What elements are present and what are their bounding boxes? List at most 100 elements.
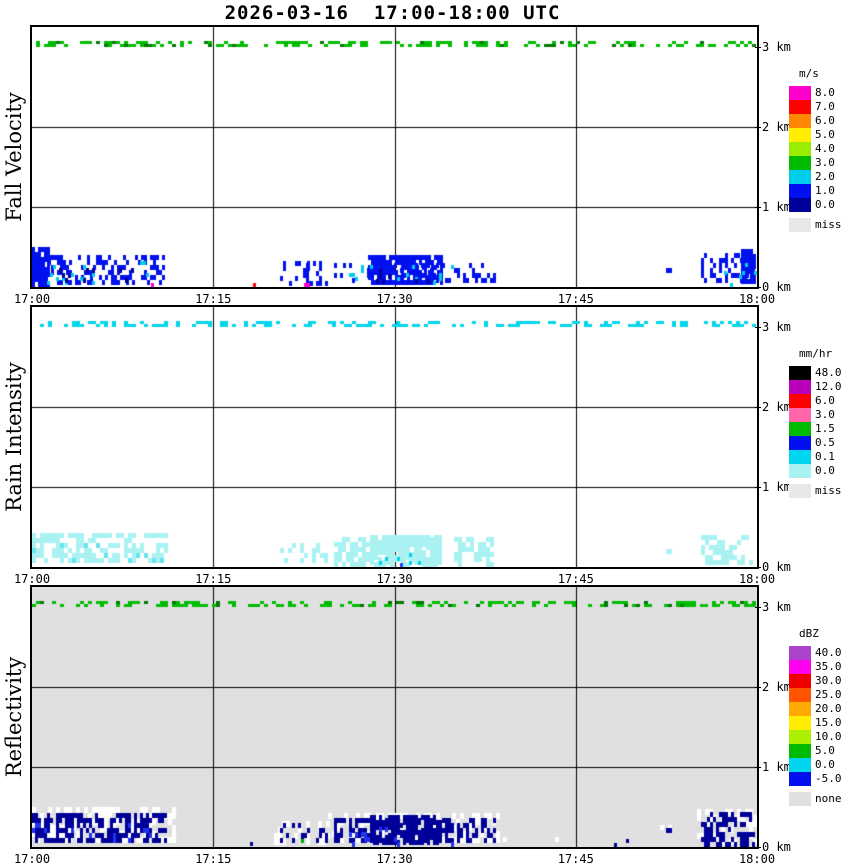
legend-swatch — [789, 408, 811, 422]
legend-value-label: 5.0 — [815, 128, 835, 141]
legend-entry: 10.0 — [789, 730, 842, 744]
legend-value-label: 0.0 — [815, 198, 835, 211]
legend-entry: 15.0 — [789, 716, 842, 730]
time-tick-label: 18:00 — [738, 852, 776, 866]
color-legend: m/s 8.0 7.0 6.0 5.0 4.0 3.0 2.0 1.0 0.0 miss — [789, 67, 842, 232]
height-tick-mark — [755, 207, 761, 208]
height-tick-label: 3 km — [762, 320, 791, 334]
height-tick-mark — [755, 47, 761, 48]
legend-value-label: 0.5 — [815, 436, 835, 449]
legend-value-label: 6.0 — [815, 394, 835, 407]
legend-value-label: 0.1 — [815, 450, 835, 463]
legend-swatch — [789, 170, 811, 184]
time-tick-label: 17:15 — [195, 572, 232, 586]
legend-entry: 0.0 — [789, 198, 842, 212]
height-tick-label: 1 km — [762, 760, 791, 774]
legend-entry: 1.0 — [789, 184, 842, 198]
height-tick-label: 3 km — [762, 40, 791, 54]
legend-value-label: 35.0 — [815, 660, 842, 673]
legend-missing-entry: miss — [789, 484, 842, 498]
legend-value-label: 3.0 — [815, 408, 835, 421]
height-axis-labels: 3 km 2 km 1 km 0 km — [755, 25, 817, 294]
height-tick-label: 3 km — [762, 600, 791, 614]
height-tick-mark — [755, 567, 761, 568]
y-axis-label: Fall Velocity — [2, 92, 26, 222]
legend-entry: 5.0 — [789, 744, 842, 758]
legend-entry: 4.0 — [789, 142, 842, 156]
height-tick-mark — [755, 847, 761, 848]
legend-entry: 8.0 — [789, 86, 842, 100]
height-tick-label: 2 km — [762, 400, 791, 414]
height-tick-mark — [755, 127, 761, 128]
legend-swatch — [789, 366, 811, 380]
figure-title: 2026-03-16 17:00-18:00 UTC — [224, 2, 561, 24]
legend-entry: 12.0 — [789, 380, 842, 394]
legend-swatch — [789, 772, 811, 786]
height-tick-label: 1 km — [762, 480, 791, 494]
legend-value-label: 10.0 — [815, 730, 842, 743]
y-axis-label-container: Rain Intensity — [0, 305, 28, 569]
legend-missing-entry: miss — [789, 218, 842, 232]
time-axis-labels: 17:00 17:15 17:30 17:45 18:00 — [0, 292, 850, 306]
legend-value-label: 25.0 — [815, 688, 842, 701]
legend-swatch — [789, 114, 811, 128]
legend-swatch — [789, 422, 811, 436]
y-axis-label: Reflectivity — [2, 656, 27, 778]
time-tick-label: 17:15 — [195, 292, 232, 306]
time-tick-label: 18:00 — [738, 572, 776, 586]
height-tick-mark — [755, 767, 761, 768]
legend-unit-label: mm/hr — [799, 347, 833, 360]
legend-value-label: 40.0 — [815, 646, 842, 659]
y-axis-label-container: Reflectivity — [0, 585, 28, 849]
time-tick-label: 17:45 — [557, 572, 594, 586]
color-legend: dBZ 40.0 35.0 30.0 25.0 20.0 15.0 10.0 5.0 0.0 -5… — [789, 627, 842, 806]
legend-entry: 0.5 — [789, 436, 842, 450]
legend-entries: 48.0 12.0 6.0 3.0 1.5 0.5 0.1 0.0 — [789, 366, 842, 478]
legend-entry: 3.0 — [789, 408, 842, 422]
legend-missing-swatch — [789, 484, 811, 498]
height-tick-label: 1 km — [762, 200, 791, 214]
legend-swatch — [789, 184, 811, 198]
y-axis-label: Rain Intensity — [2, 362, 26, 512]
heatmap-canvas — [32, 307, 757, 567]
legend-swatch — [789, 646, 811, 660]
legend-swatch — [789, 100, 811, 114]
legend-value-label: 0.0 — [815, 758, 835, 771]
legend-entry: 7.0 — [789, 100, 842, 114]
legend-value-label: 3.0 — [815, 156, 835, 169]
y-axis-label-container: Fall Velocity — [0, 25, 28, 289]
legend-missing-swatch — [789, 792, 811, 806]
panel-reflectivity: Reflectivity 3 km 2 km 1 km 0 km 17:00 17:15… — [0, 585, 850, 866]
height-tick-mark — [755, 487, 761, 488]
legend-missing-swatch — [789, 218, 811, 232]
height-tick-label: 0 km — [762, 840, 791, 854]
height-tick-mark — [755, 607, 761, 608]
legend-entry: 6.0 — [789, 114, 842, 128]
panel-rain-intensity: Rain Intensity 3 km 2 km 1 km 0 km 17:00 17:… — [0, 305, 850, 586]
color-legend: mm/hr 48.0 12.0 6.0 3.0 1.5 0.5 0.1 0.0 miss — [789, 347, 842, 498]
legend-value-label: 8.0 — [815, 86, 835, 99]
plot-area — [30, 585, 759, 849]
legend-swatch — [789, 198, 811, 212]
legend-swatch — [789, 142, 811, 156]
legend-swatch — [789, 436, 811, 450]
height-tick-label: 0 km — [762, 560, 791, 574]
legend-swatch — [789, 464, 811, 478]
time-tick-label: 17:15 — [195, 852, 232, 866]
height-tick-mark — [755, 327, 761, 328]
legend-entry: 1.5 — [789, 422, 842, 436]
legend-entry: 0.0 — [789, 758, 842, 772]
legend-value-label: -5.0 — [815, 772, 842, 785]
legend-value-label: 2.0 — [815, 170, 835, 183]
height-axis-labels: 3 km 2 km 1 km 0 km — [755, 585, 817, 854]
heatmap-canvas — [32, 587, 757, 847]
legend-swatch — [789, 744, 811, 758]
height-tick-mark — [755, 287, 761, 288]
legend-swatch — [789, 660, 811, 674]
plot-area — [30, 305, 759, 569]
height-tick-mark — [755, 407, 761, 408]
legend-swatch — [789, 380, 811, 394]
legend-swatch — [789, 702, 811, 716]
legend-missing-label: miss — [815, 484, 842, 497]
